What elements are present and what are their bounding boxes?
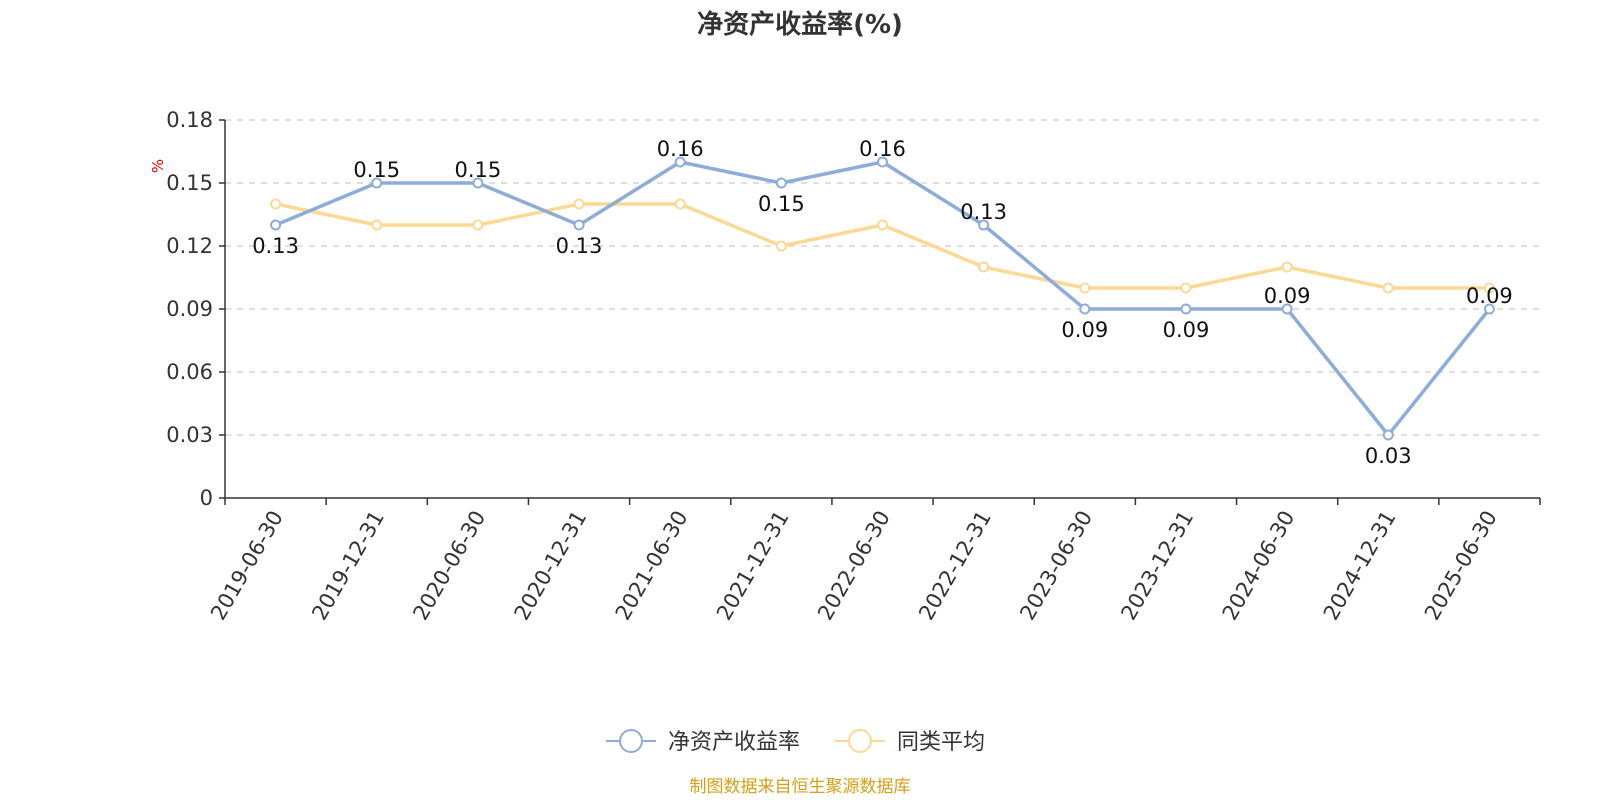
data-point-0 [371,177,383,189]
data-point-0 [573,219,585,231]
x-tick-label: 2020-12-31 [510,507,592,625]
grid-lines [225,119,1540,436]
data-point-0 [472,177,484,189]
data-point-1 [775,240,787,252]
x-tick-label: 2025-06-30 [1420,507,1502,625]
data-labels: 0.13 0.15 0.15 0.13 0.16 0.15 0.16 0.13 0.09 0.09… [252,137,1513,468]
y-tick-label: 0 [200,486,213,510]
data-point-0 [1483,303,1495,315]
y-tick-label: 0.12 [166,234,213,258]
chart-title: 净资产收益率(%) [697,9,903,40]
y-tick-label: 0.03 [166,423,213,447]
data-label: 0.15 [758,192,805,216]
data-label: 0.09 [1466,284,1513,308]
data-point-1 [877,219,888,231]
x-tick-label: 2019-06-30 [206,507,288,625]
data-point-1 [978,261,990,273]
x-tick-label: 2024-06-30 [1218,507,1300,625]
data-label: 0.16 [657,137,704,161]
x-tick-label: 2024-12-31 [1319,507,1401,625]
data-point-0 [270,219,282,231]
legend-label-0: 净资产收益率 [668,730,800,755]
y-tick-label: 0.06 [166,360,213,384]
x-tick-label: 2022-06-30 [813,507,895,625]
data-point-1 [573,198,585,210]
series-lines [270,156,1495,441]
data-point-1 [1483,282,1495,294]
data-point-0 [1180,303,1192,315]
data-point-1 [1382,282,1394,294]
data-point-0 [877,156,888,168]
data-point-0 [1382,429,1394,441]
data-point-1 [270,198,282,210]
data-point-1 [371,219,383,231]
data-point-1 [472,219,484,231]
data-label: 0.15 [455,158,502,182]
x-tick-label: 2021-12-31 [712,507,794,625]
data-point-1 [1079,282,1091,294]
x-tick-label: 2023-12-31 [1116,507,1198,625]
data-label: 0.13 [252,234,299,258]
data-point-0 [674,156,686,168]
data-label: 0.03 [1365,444,1412,468]
data-label: 0.15 [353,158,400,182]
data-point-1 [1281,261,1293,273]
legend-label-1: 同类平均 [897,730,985,755]
data-label: 0.09 [1264,284,1311,308]
data-label: 0.13 [556,234,603,258]
y-tick-label: 0.15 [166,171,213,195]
y-tick-label: 0.18 [166,108,213,132]
data-point-0 [1079,303,1091,315]
data-point-1 [1180,282,1192,294]
x-tick-label: 2023-06-30 [1015,507,1097,625]
data-label: 0.09 [1061,318,1108,342]
legend-marker-0 [619,729,643,753]
data-point-0 [1281,303,1293,315]
source-note: 制图数据来自恒生聚源数据库 [690,777,911,797]
x-tick-label: 2021-06-30 [611,507,693,625]
legend-marker-1 [848,729,872,753]
y-tick-label: 0.09 [166,297,213,321]
data-point-0 [775,177,787,189]
data-point-1 [674,198,686,210]
data-label: 0.09 [1163,318,1210,342]
x-tick-label: 2019-12-31 [307,507,389,625]
y-axis-unit: % [149,159,167,173]
legend[interactable]: 净资产收益率 同类平均 [606,729,985,755]
x-tick-label: 2020-06-30 [408,507,490,625]
data-point-0 [978,219,990,231]
data-label: 0.16 [859,137,906,161]
data-label: 0.13 [960,200,1007,224]
x-tick-label: 2022-12-31 [914,506,996,624]
